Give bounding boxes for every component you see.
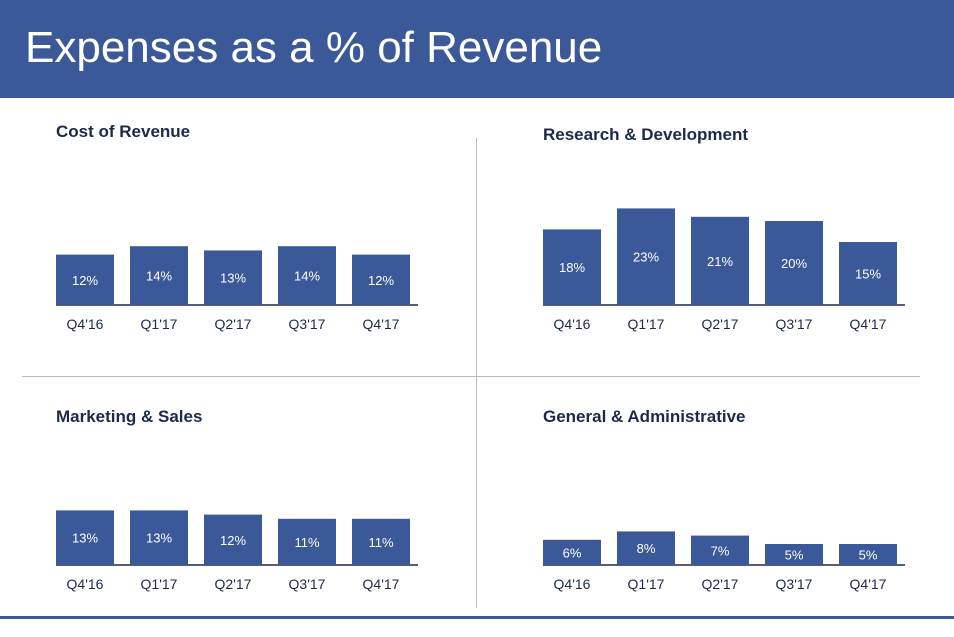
bar <box>765 221 823 305</box>
x-tick-label: Q4'16 <box>554 316 591 332</box>
data-label: 11% <box>294 535 319 550</box>
data-label: 5% <box>859 548 878 563</box>
bar <box>130 246 188 305</box>
x-tick-label: Q2'17 <box>702 576 739 592</box>
data-label: 23% <box>633 250 659 265</box>
bar <box>130 510 188 565</box>
bar <box>543 539 601 565</box>
data-label: 12% <box>72 273 98 288</box>
data-label: 14% <box>146 269 172 284</box>
data-label: 14% <box>294 269 320 284</box>
bar <box>765 544 823 565</box>
x-tick-label: Q3'17 <box>776 316 813 332</box>
x-tick-label: Q4'17 <box>363 576 400 592</box>
bar <box>278 246 336 305</box>
data-label: 5% <box>785 548 804 563</box>
chart-title: Cost of Revenue <box>56 122 191 141</box>
data-label: 6% <box>563 545 582 560</box>
bar <box>352 254 410 305</box>
cost-of-revenue-chart: 12% Q4'16 14% Q1'17 13% Q2'17 14% Q3'17 12% Q4'17 <box>56 246 418 332</box>
x-tick-label: Q1'17 <box>141 576 178 592</box>
bar <box>352 518 410 565</box>
data-label: 15% <box>855 267 881 282</box>
chart-panel-marketing-sales: Marketing & Sales 13% Q4'16 13% Q1'17 12% Q2'… <box>56 407 476 607</box>
data-label: 21% <box>707 254 733 269</box>
x-tick-label: Q1'17 <box>141 316 178 332</box>
bottom-rule <box>0 616 954 619</box>
x-tick-label: Q3'17 <box>289 316 326 332</box>
bar <box>839 544 897 565</box>
x-tick-label: Q4'17 <box>850 576 887 592</box>
data-label: 8% <box>637 541 656 556</box>
marketing-sales-chart: 13% Q4'16 13% Q1'17 12% Q2'17 11% Q3'17 11% Q4'17 <box>56 510 418 592</box>
general-administrative-chart: 6% Q4'16 8% Q1'17 7% Q2'17 5% Q3'17 5% Q4'17 <box>543 531 905 592</box>
x-tick-label: Q1'17 <box>628 576 665 592</box>
bar <box>204 514 262 565</box>
x-tick-label: Q2'17 <box>702 316 739 332</box>
x-tick-label: Q3'17 <box>776 576 813 592</box>
data-label: 12% <box>220 533 246 548</box>
chart-title: Marketing & Sales <box>56 407 203 426</box>
research-development-chart: 18% Q4'16 23% Q1'17 21% Q2'17 20% Q3'17 15% Q4'17 <box>543 208 905 332</box>
data-label: 13% <box>220 271 246 286</box>
chart-panel-cost-of-revenue: Cost of Revenue 12% Q4'16 14% Q1'17 13% Q2'17… <box>56 122 476 332</box>
x-tick-label: Q3'17 <box>289 576 326 592</box>
chart-panel-research-development: Research & Development 18% Q4'16 23% Q1'17 2… <box>543 125 954 332</box>
data-label: 12% <box>368 273 394 288</box>
bar <box>691 216 749 305</box>
bar <box>617 208 675 305</box>
data-label: 11% <box>368 535 393 550</box>
chart-panel-general-administrative: General & Administrative 6% Q4'16 8% Q1'17 7… <box>543 407 954 607</box>
vertical-divider <box>476 138 477 608</box>
bar <box>56 254 114 305</box>
x-tick-label: Q4'17 <box>363 316 400 332</box>
x-tick-label: Q4'16 <box>67 316 104 332</box>
data-label: 13% <box>146 531 172 546</box>
x-tick-label: Q4'16 <box>67 576 104 592</box>
data-label: 7% <box>711 543 730 558</box>
x-tick-label: Q2'17 <box>215 316 252 332</box>
x-tick-label: Q2'17 <box>215 576 252 592</box>
data-label: 13% <box>72 531 98 546</box>
bar <box>543 229 601 305</box>
chart-title: General & Administrative <box>543 407 746 426</box>
bar <box>839 242 897 305</box>
page-title: Expenses as a % of Revenue <box>25 23 603 72</box>
data-label: 20% <box>781 256 807 271</box>
horizontal-divider <box>22 376 920 377</box>
header-banner: Expenses as a % of Revenue <box>0 0 954 98</box>
bar <box>691 535 749 565</box>
bar <box>617 531 675 565</box>
data-label: 18% <box>559 260 585 275</box>
x-tick-label: Q1'17 <box>628 316 665 332</box>
x-tick-label: Q4'16 <box>554 576 591 592</box>
bar <box>204 250 262 305</box>
chart-title: Research & Development <box>543 125 749 144</box>
x-tick-label: Q4'17 <box>850 316 887 332</box>
bar <box>278 518 336 565</box>
bar <box>56 510 114 565</box>
